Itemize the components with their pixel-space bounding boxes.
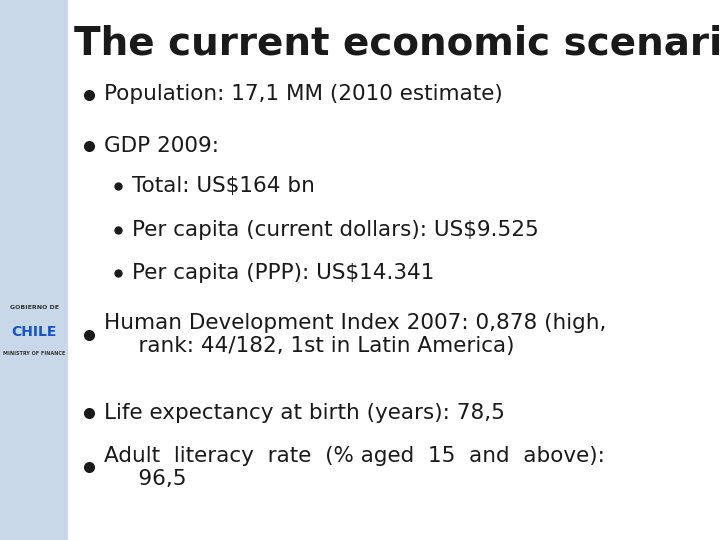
Text: Per capita (PPP): US$14.341: Per capita (PPP): US$14.341 [132, 262, 435, 283]
Text: GOBIERNO DE: GOBIERNO DE [9, 305, 58, 310]
Text: The current economic scenario: The current economic scenario [73, 24, 720, 62]
Text: Population: 17,1 MM (2010 estimate): Population: 17,1 MM (2010 estimate) [104, 84, 503, 105]
Text: MINISTRY OF FINANCE: MINISTRY OF FINANCE [3, 351, 66, 356]
FancyBboxPatch shape [0, 0, 68, 540]
Text: Human Development Index 2007: 0,878 (high,
     rank: 44/182, 1st in Latin Ameri: Human Development Index 2007: 0,878 (hig… [104, 313, 606, 356]
Text: Per capita (current dollars): US$9.525: Per capita (current dollars): US$9.525 [132, 219, 539, 240]
Text: Life expectancy at birth (years): 78,5: Life expectancy at birth (years): 78,5 [104, 403, 505, 423]
Text: Total: US$164 bn: Total: US$164 bn [132, 176, 315, 197]
Text: Adult  literacy  rate  (% aged  15  and  above):
     96,5: Adult literacy rate (% aged 15 and above… [104, 446, 605, 489]
Text: GDP 2009:: GDP 2009: [104, 136, 219, 156]
Text: CHILE: CHILE [12, 325, 57, 339]
